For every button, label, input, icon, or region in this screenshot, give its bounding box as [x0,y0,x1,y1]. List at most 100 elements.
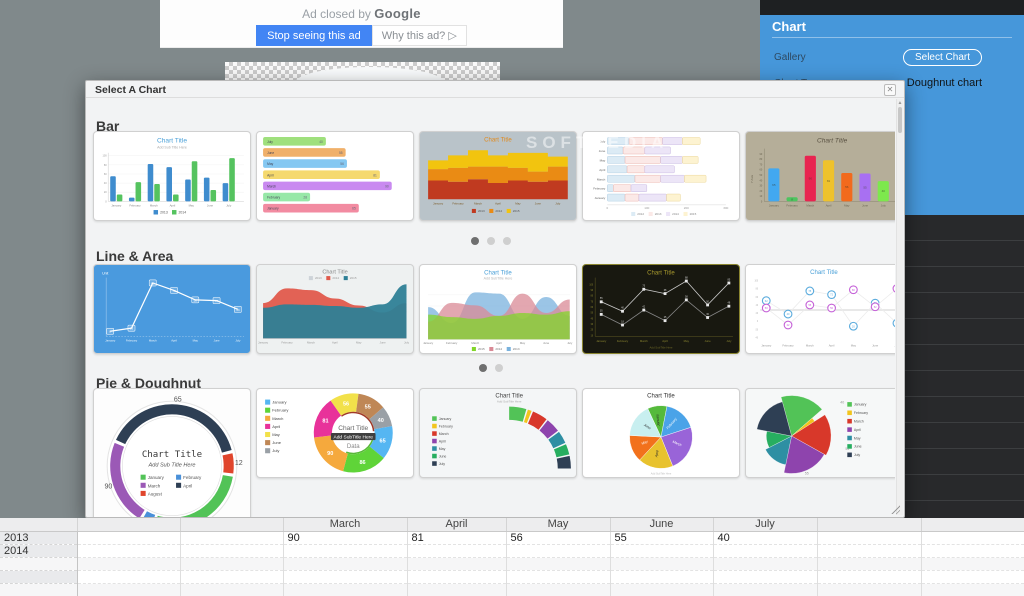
table-cell[interactable] [407,557,507,571]
svg-text:Chart Title: Chart Title [484,138,512,144]
table-cell[interactable] [506,583,611,596]
table-cell[interactable] [77,531,181,545]
svg-text:March: March [854,419,864,423]
chart-thumbnail-hstack[interactable]: July June May April March February January 0 100… [582,131,740,221]
close-icon[interactable]: ✕ [884,84,896,96]
table-cell[interactable] [713,570,818,584]
table-cell[interactable]: 90 [283,531,408,545]
table-cell[interactable]: 56 [506,531,611,545]
svg-text:72: 72 [830,293,833,297]
table-cell[interactable] [506,544,611,558]
table-cell[interactable] [180,531,284,545]
pagination-dot[interactable] [486,237,495,245]
table-cell[interactable] [506,557,611,571]
svg-text:January: January [272,400,287,405]
table-cell[interactable] [77,570,181,584]
chart-thumbnail-doughnut[interactable]: 56 55 40 65 86 90 81 Chart Title Add SubTitle He… [256,388,414,478]
chart-thumbnail-smooth-area[interactable]: Chart Title Add SubTitle Here January Febru… [419,264,577,354]
chart-thumbnail-pie[interactable]: Chart Title January February March April May J… [582,388,740,478]
table-cell[interactable] [283,544,408,558]
svg-text:90: 90 [809,177,813,181]
table-cell[interactable] [921,570,1024,584]
svg-text:February: February [854,411,868,415]
table-cell[interactable] [817,531,922,545]
chart-thumbnail-color-bar[interactable]: Chart Title 0 10 20 30 40 50 60 70 80 90 Y Axis 65 Ja… [745,131,895,221]
table-cell[interactable] [610,583,714,596]
svg-text:March: March [806,343,814,347]
pagination-dot-active[interactable] [478,364,487,372]
chart-thumbnail-grouped-bar[interactable]: Chart Title Add Sub Title Here 0 20 40 60 80 10… [93,131,251,221]
svg-text:2013: 2013 [160,210,168,214]
svg-text:10: 10 [591,335,594,337]
chart-thumbnail-ring-scatter[interactable]: Chart Title 100 80 60 40 20 0 -20 -40 62 40 78 72 20 5… [745,264,895,354]
table-cell[interactable] [407,570,507,584]
table-cell[interactable] [713,544,818,558]
table-cell[interactable] [180,583,284,596]
svg-text:42: 42 [642,305,645,308]
ring-scatter-preview: Chart Title 100 80 60 40 20 0 -20 -40 62 40 78 72 20 5… [754,270,895,347]
table-cell[interactable] [77,583,181,596]
chart-thumbnail-hbar[interactable]: July 40 June 55 May 56 April 81 March 90 February 2… [256,131,414,221]
select-chart-button[interactable]: Select Chart [902,49,982,66]
table-cell[interactable] [180,557,284,571]
pagination-dot[interactable] [502,237,511,245]
table-cell[interactable] [610,544,714,558]
dialog-titlebar[interactable]: Select A Chart ✕ [86,81,904,98]
chart-thumbnail-area3[interactable]: Chart Title 2013 2014 2015 January February Ma… [256,264,414,354]
svg-text:8: 8 [791,197,793,201]
table-cell[interactable] [921,557,1024,571]
hstack-preview: July June May April March February January 0 100… [593,137,729,217]
table-cell[interactable] [713,557,818,571]
chart-thumbnail-dark-line[interactable]: Chart Title 10 20 30 40 50 60 70 80 90 100 55 40 75 68… [582,264,740,354]
adchoices-icon: ▷ [448,30,457,42]
scrollbar-thumb[interactable] [898,107,902,133]
chart-thumbnail-line-white[interactable]: Unit 8 January 13 February 85 March 73 April 58 Ma… [93,264,251,354]
section-label-line-area: Line & Area [96,248,174,264]
scroll-up-icon[interactable]: ▲ [897,100,903,106]
table-cell[interactable] [610,570,714,584]
table-cell[interactable] [610,557,714,571]
svg-text:80: 80 [760,158,763,161]
table-cell[interactable] [817,544,922,558]
chart-thumbnail-rose[interactable]: 40 54 55 January February March April May June Ju… [745,388,895,478]
table-cell[interactable] [77,557,181,571]
table-cell[interactable] [283,570,408,584]
table-cell[interactable] [180,544,284,558]
table-cell[interactable]: 81 [407,531,507,545]
table-cell[interactable] [817,583,922,596]
table-cell[interactable] [713,583,818,596]
pagination-dot[interactable] [494,364,503,372]
svg-text:Chart Title: Chart Title [157,138,187,145]
table-cell[interactable] [77,544,181,558]
table-cell[interactable] [407,544,507,558]
svg-text:January: January [439,417,452,421]
ad-banner: Ad closed by Google Stop seeing this ad … [160,0,563,48]
table-cell[interactable] [506,570,611,584]
table-cell[interactable] [921,544,1024,558]
svg-text:100: 100 [644,206,649,210]
stop-seeing-ad-button[interactable]: Stop seeing this ad [256,25,372,46]
table-row [0,583,1024,596]
svg-text:March: March [439,432,449,436]
spreadsheet: March April May June July 2013 90 81 56 55 40 2014 [0,518,1024,596]
svg-text:40: 40 [756,305,759,307]
resize-handle-icon[interactable] [890,504,900,514]
svg-text:28: 28 [303,196,307,200]
dialog-scrollbar[interactable]: ▲ [896,99,903,515]
table-cell[interactable] [921,531,1024,545]
table-cell[interactable] [921,583,1024,596]
table-cell[interactable] [283,557,408,571]
table-cell[interactable]: 40 [713,531,818,545]
pagination-dot-active[interactable] [470,237,479,245]
table-cell[interactable] [283,583,408,596]
table-cell[interactable] [817,557,922,571]
chart-thumbnail-quarter-arc[interactable]: Chart Title Add SubTitle Here January Febru… [419,388,577,478]
table-cell[interactable] [180,570,284,584]
table-cell[interactable] [407,583,507,596]
chart-thumbnail-step-area[interactable]: Chart Title January February March April May J… [419,131,577,221]
table-cell[interactable] [817,570,922,584]
why-this-ad-button[interactable]: Why this ad? ▷ [371,25,467,46]
table-cell[interactable]: 55 [610,531,714,545]
svg-text:2013: 2013 [655,212,662,216]
